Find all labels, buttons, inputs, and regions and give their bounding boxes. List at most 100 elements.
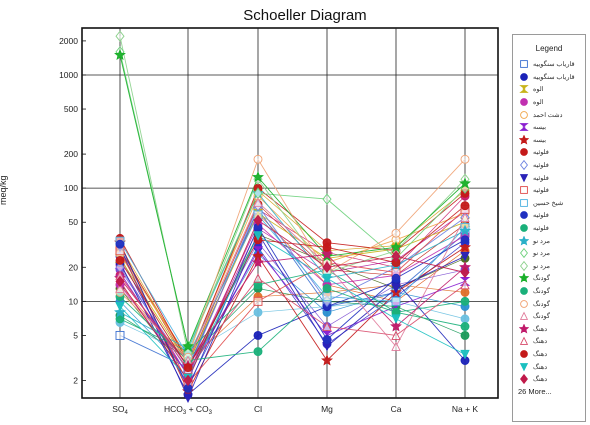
legend-marker-icon (520, 60, 528, 69)
series-line-extra (119, 203, 466, 365)
legend-marker-shape (519, 123, 529, 132)
legend-item: بیسه (513, 121, 585, 134)
data-point (460, 154, 470, 164)
data-point (115, 302, 125, 312)
data-point (460, 322, 470, 331)
legend-marker-shape (520, 287, 528, 295)
legend-item: دهنگ (513, 335, 585, 348)
series-line (119, 253, 466, 367)
y-tick-label: 50 (69, 217, 79, 227)
legend-item-label: دهنگ (533, 338, 548, 346)
data-point (460, 349, 470, 360)
y-tick-label: 10 (69, 296, 79, 306)
series-line (119, 214, 466, 357)
legend-item: گودنگ (513, 310, 585, 323)
legend-marker-shape (519, 362, 529, 371)
legend-marker-icon (520, 186, 528, 195)
legend-item: الوه (513, 96, 585, 109)
legend-marker-shape (519, 134, 529, 145)
legend-marker-icon (520, 248, 528, 259)
data-point (253, 273, 263, 283)
legend-marker-icon (519, 134, 529, 145)
series-line (119, 219, 466, 382)
legend-item: مرد نو (513, 247, 585, 260)
data-point (183, 393, 193, 404)
legend-item-label: گودنگ (533, 300, 550, 308)
data-point (460, 266, 470, 279)
data-point (322, 242, 332, 252)
data-point (460, 235, 470, 245)
legend-marker-shape (520, 260, 528, 271)
legend-item: فلوئیه (513, 184, 585, 197)
y-tick-label: 1000 (59, 70, 78, 80)
data-point (460, 296, 470, 306)
legend-item-label: مرد نو (533, 250, 550, 258)
legend-item: گودنگ (513, 297, 585, 310)
legend-marker-shape (520, 148, 528, 157)
legend-item: دهنگ (513, 348, 585, 361)
data-point (459, 224, 471, 236)
legend-item: قاریاب سنگوییه (513, 58, 585, 71)
series-line (119, 275, 466, 371)
y-tick-label: 500 (64, 104, 78, 114)
series-line-extra (119, 212, 466, 359)
legend-marker-shape (520, 110, 528, 119)
x-tick-label: Mg (321, 404, 333, 414)
legend-marker-shape (519, 273, 529, 283)
legend-item: مرد نو (513, 234, 585, 247)
legend-marker-icon (519, 123, 529, 132)
legend-item-label: گودنگ (533, 287, 550, 295)
legend-marker-shape (520, 374, 528, 385)
data-point (391, 296, 401, 306)
legend-item-label: دهنگ (533, 363, 548, 371)
x-tick-label: Cl (254, 404, 262, 414)
legend-item-label: الوه (533, 86, 544, 94)
data-point (321, 248, 333, 260)
y-tick-label: 2 (73, 375, 78, 385)
series-line (119, 232, 466, 400)
y-tick-label: 200 (64, 149, 78, 159)
data-point (115, 255, 125, 265)
data-point (459, 241, 471, 253)
legend-marker-shape (520, 248, 528, 259)
legend-more-link[interactable]: 26 More... (518, 387, 552, 397)
legend-item-label: فلوئیه (533, 212, 549, 220)
legend-marker-icon (519, 273, 529, 283)
legend-item: دهنگ (513, 373, 585, 386)
legend-marker-shape (520, 60, 528, 69)
legend-item-label: الوه (533, 99, 544, 107)
legend-item-label: دهنگ (533, 376, 548, 384)
series-line (119, 208, 466, 384)
legend-marker-icon (520, 98, 528, 106)
data-point (252, 171, 264, 183)
data-point (253, 214, 263, 227)
legend-marker-shape (520, 98, 528, 106)
legend-marker-shape (520, 350, 528, 358)
series-line-extra (119, 211, 466, 377)
legend-marker-icon (519, 362, 529, 371)
data-point (115, 30, 125, 42)
data-point (182, 340, 194, 352)
data-point (322, 284, 332, 293)
data-point (115, 275, 125, 288)
legend-marker-shape (519, 311, 529, 321)
data-point-extra (460, 314, 470, 324)
legend-item: دشت احمد (513, 108, 585, 121)
legend-marker-icon (519, 173, 529, 183)
data-point (322, 193, 332, 205)
y-tick-label: 20 (69, 262, 79, 272)
legend-marker-icon (519, 85, 529, 94)
legend-marker-shape (519, 323, 529, 334)
y-tick-label: 5 (73, 330, 78, 340)
chart-title: Schoeller Diagram (243, 7, 367, 24)
legend-marker-shape (520, 73, 528, 81)
data-point (460, 251, 470, 262)
legend-marker-shape (520, 299, 528, 308)
legend-item: فلوئیه (513, 209, 585, 222)
legend-marker-icon (519, 311, 529, 321)
legend-item: فلوئیه (513, 159, 585, 172)
legend-item: گودنگ (513, 285, 585, 298)
data-point (253, 347, 263, 357)
y-tick-label: 2000 (59, 36, 78, 46)
series-line (119, 158, 466, 359)
